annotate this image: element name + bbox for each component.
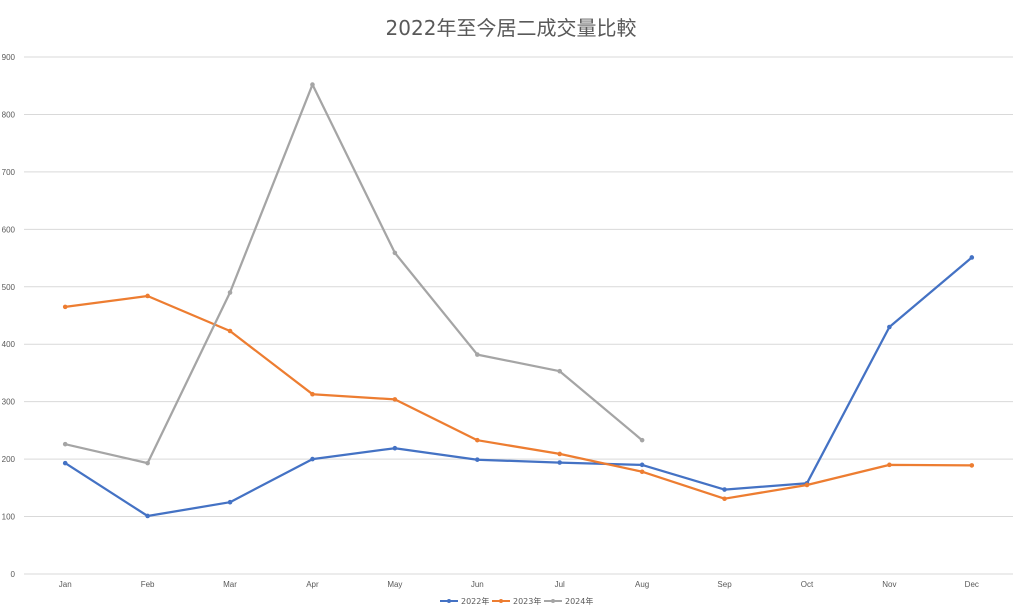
- data-point: [310, 391, 315, 397]
- y-tick-label: 300: [2, 398, 16, 407]
- series-line: [64, 256, 973, 518]
- data-point: [392, 445, 398, 451]
- chart-title: 2022年至今居二成交量比較: [386, 16, 637, 40]
- x-tick-label: Feb: [141, 580, 155, 589]
- series-1: [62, 255, 975, 519]
- legend-label: 2024年: [565, 596, 593, 606]
- series-line: [64, 83, 644, 465]
- data-point: [969, 463, 975, 468]
- x-tick-label: Oct: [801, 580, 814, 589]
- y-tick-label: 700: [2, 168, 16, 177]
- x-tick-label: Nov: [882, 580, 896, 589]
- x-tick-label: Aug: [635, 580, 649, 589]
- legend-marker: [551, 599, 555, 603]
- x-tick-label: Jul: [555, 580, 565, 589]
- data-point: [227, 499, 233, 505]
- series-3: [62, 82, 645, 466]
- data-point: [310, 82, 315, 87]
- y-tick-label: 400: [2, 340, 16, 349]
- data-point: [474, 352, 480, 357]
- legend: 2022年 2023年 2024年: [440, 596, 593, 606]
- y-tick-label: 600: [2, 225, 16, 234]
- series-2: [62, 293, 975, 502]
- data-point: [392, 397, 398, 402]
- x-tick-label: Mar: [223, 580, 237, 589]
- x-tick-label: Apr: [306, 580, 319, 589]
- gridlines: [24, 56, 1013, 575]
- data-point: [474, 457, 480, 462]
- x-tick-label: Jun: [471, 580, 484, 589]
- data-point: [62, 304, 68, 310]
- data-point: [227, 290, 233, 295]
- legend-label: 2022年: [461, 596, 489, 606]
- y-tick-label: 500: [2, 283, 16, 292]
- data-point: [145, 460, 150, 466]
- data-point: [227, 328, 233, 334]
- y-tick-label: 200: [2, 455, 16, 464]
- y-tick-label: 0: [11, 570, 16, 579]
- data-point: [557, 451, 563, 457]
- data-point: [722, 487, 727, 492]
- legend-marker: [447, 599, 451, 603]
- data-point: [639, 437, 645, 443]
- data-point: [969, 255, 975, 260]
- legend-marker: [499, 599, 503, 603]
- legend-item: 2024年: [544, 596, 593, 606]
- y-tick-label: 900: [2, 53, 16, 62]
- data-point: [145, 513, 150, 519]
- data-point: [804, 482, 810, 488]
- y-tick-label: 100: [2, 513, 16, 522]
- x-tick-label: Jan: [59, 580, 72, 589]
- data-point: [557, 460, 563, 465]
- data-point: [310, 456, 315, 462]
- legend-item: 2023年: [492, 596, 541, 606]
- data-point: [557, 368, 563, 374]
- data-point: [722, 496, 727, 502]
- legend-label: 2023年: [513, 596, 541, 606]
- x-tick-label: May: [387, 580, 402, 589]
- data-point: [62, 460, 68, 466]
- series-lines: [62, 82, 975, 519]
- data-point: [62, 441, 68, 447]
- data-point: [639, 469, 645, 475]
- data-point: [145, 293, 150, 299]
- series-line: [64, 294, 973, 500]
- x-axis-ticks: Jan Feb Mar Apr May Jun Jul Aug Sep Oct Nov Dec: [59, 580, 979, 589]
- data-point: [887, 462, 892, 468]
- data-point: [474, 437, 480, 443]
- x-tick-label: Dec: [965, 580, 979, 589]
- data-point: [639, 462, 645, 468]
- data-point: [887, 324, 892, 330]
- y-tick-label: 800: [2, 110, 16, 119]
- data-point: [392, 250, 398, 256]
- legend-item: 2022年: [440, 596, 489, 606]
- y-axis-ticks: 0 100 200 300 400 500 600 700 800 900: [2, 53, 16, 579]
- x-tick-label: Sep: [717, 580, 732, 589]
